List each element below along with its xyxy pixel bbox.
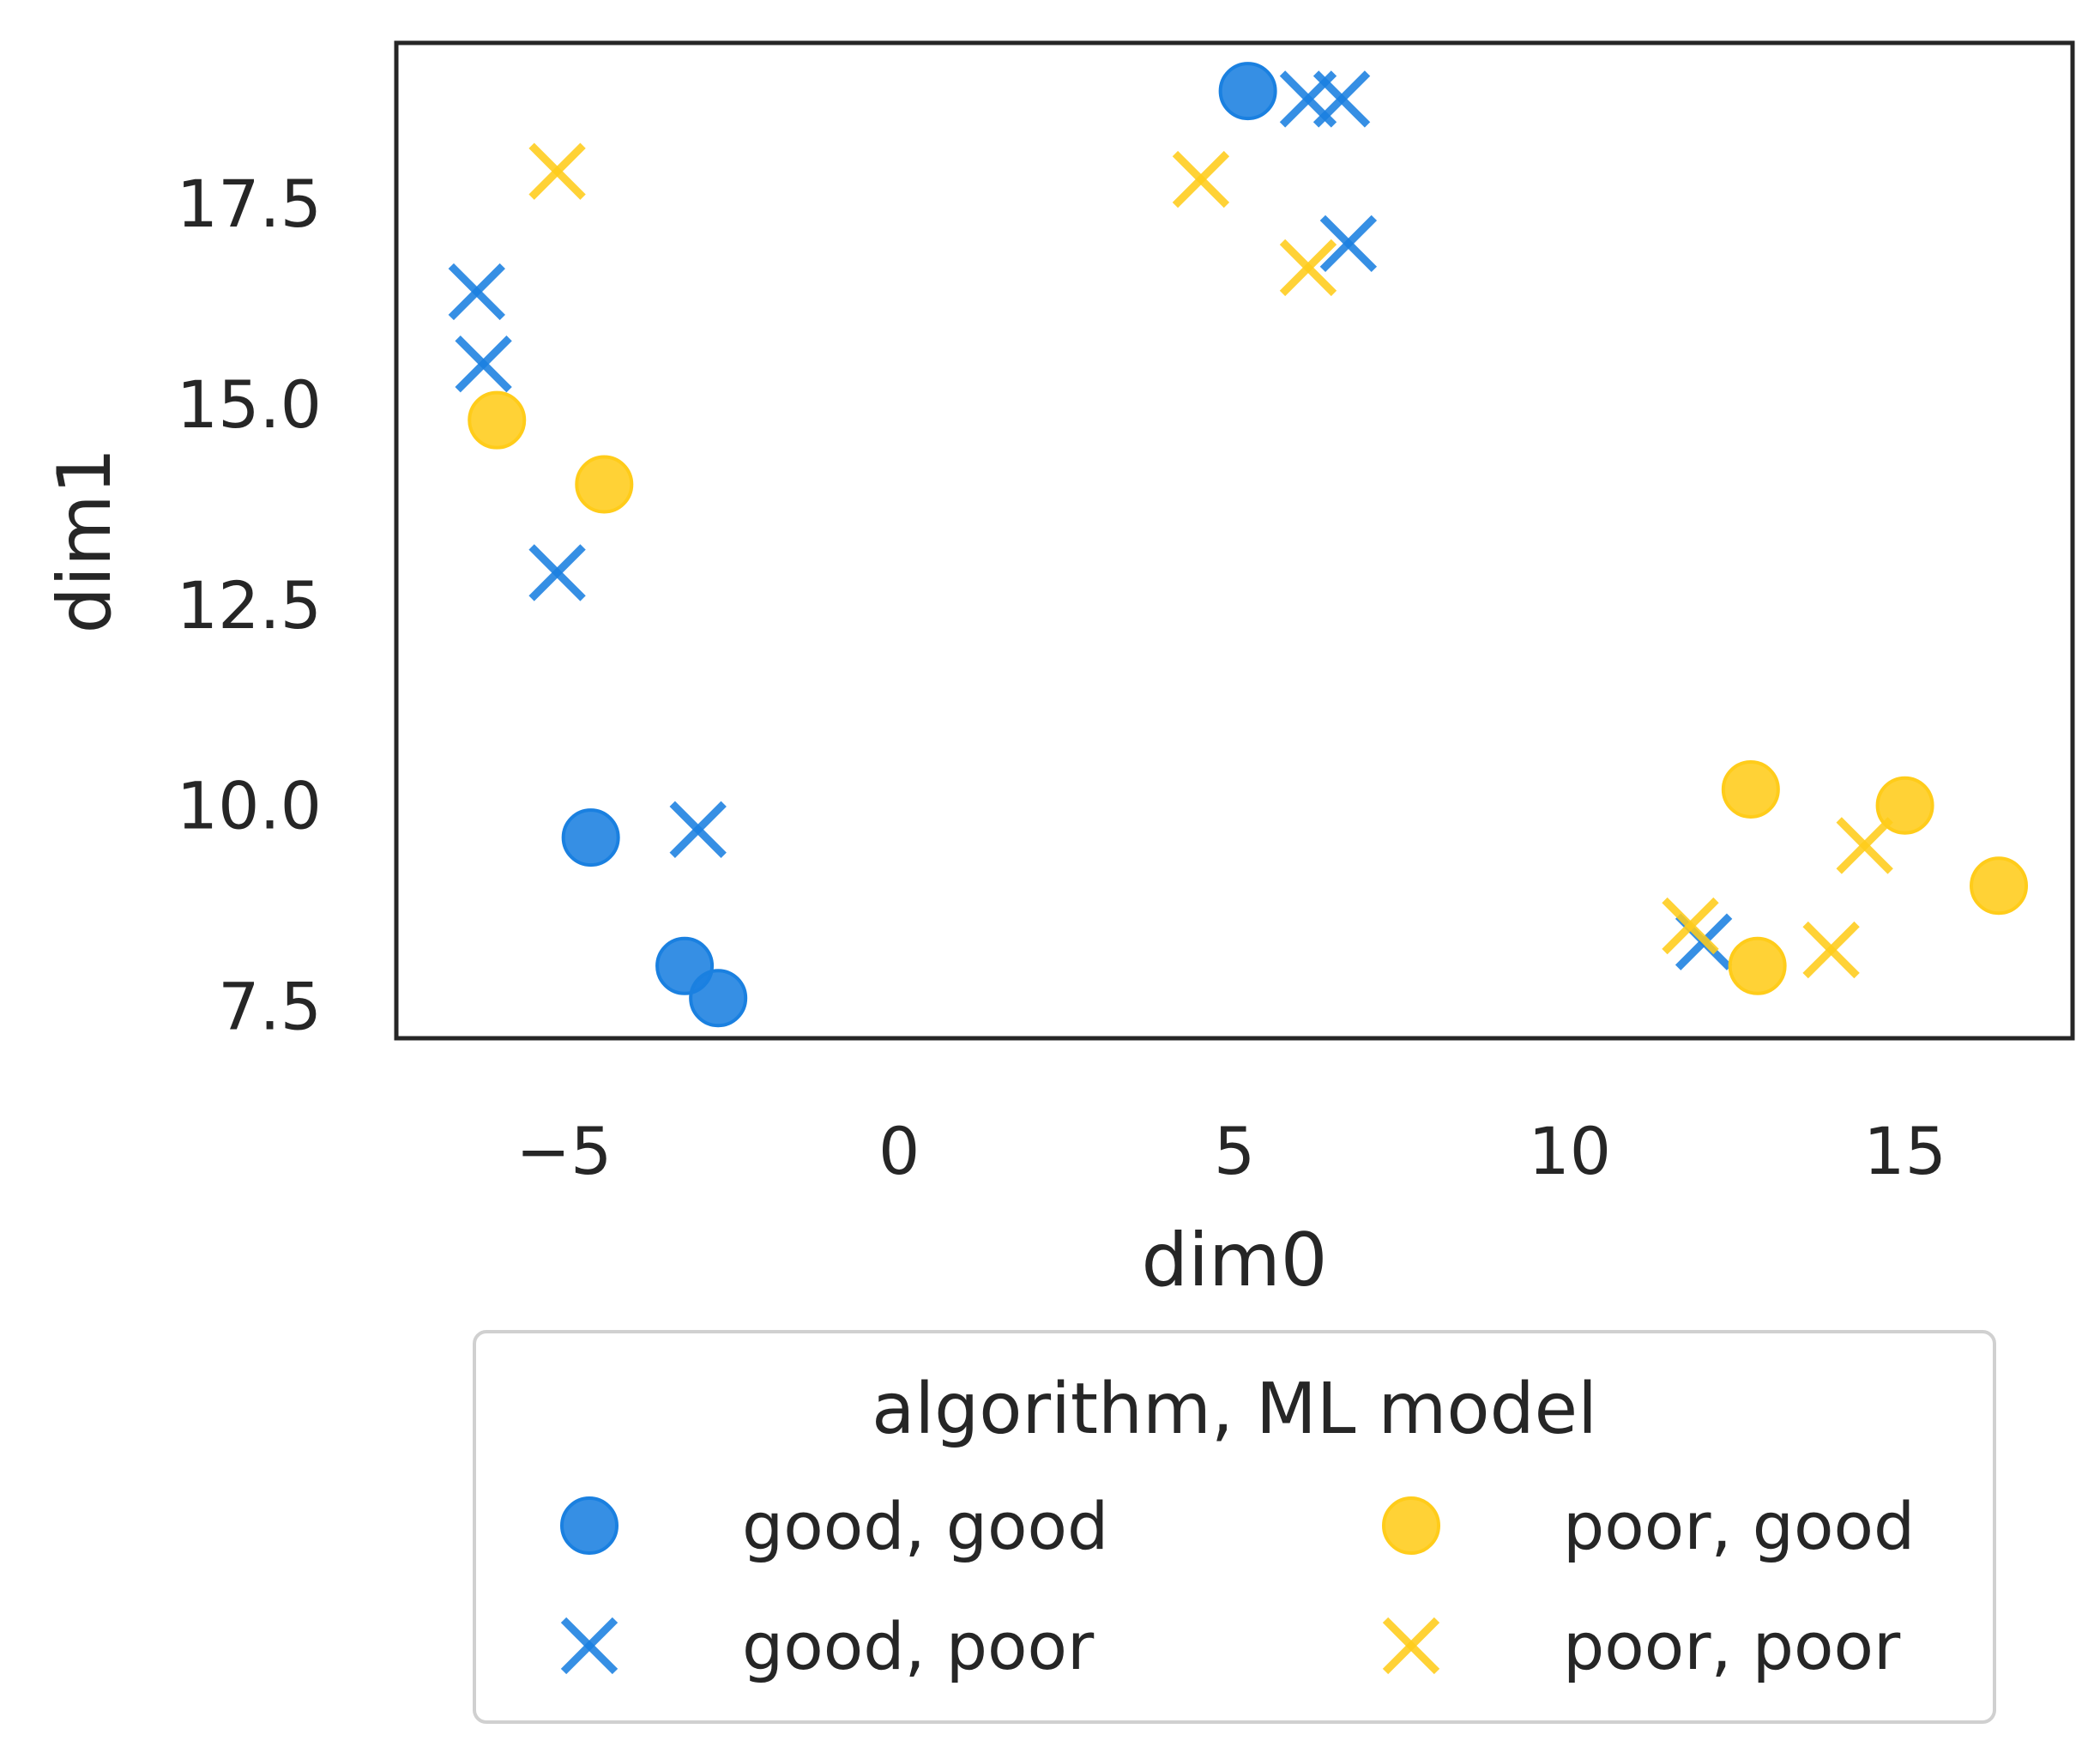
legend-marker	[1382, 1496, 1440, 1555]
data-point	[1172, 150, 1230, 209]
legend-entry-poor-poor: poor, poor	[1382, 1608, 1901, 1684]
x-tick-label: 5	[1214, 1113, 1255, 1189]
data-point	[1721, 760, 1780, 819]
data-point	[455, 335, 512, 393]
x-tick-label: 10	[1528, 1113, 1611, 1189]
series-good-poor	[448, 70, 1733, 970]
data-point	[468, 390, 527, 450]
legend-label: good, good	[742, 1488, 1108, 1564]
y-tick-label: 7.5	[218, 969, 322, 1045]
data-point	[1312, 70, 1371, 128]
legend-box	[473, 1330, 1996, 1724]
x-tick-label: 15	[1863, 1113, 1946, 1189]
data-point	[1279, 239, 1337, 297]
legend: algorithm, ML model good, good good, poor…	[473, 1330, 1996, 1724]
legend-entry-good-poor: good, poor	[560, 1608, 1095, 1684]
data-point	[528, 544, 586, 601]
x-tick-label: −5	[516, 1113, 612, 1189]
data-point	[1875, 776, 1934, 835]
y-axis-label: dim1	[42, 448, 128, 634]
legend-title: algorithm, ML model	[872, 1369, 1597, 1450]
x-tick-label: 0	[878, 1113, 920, 1189]
legend-marker	[560, 1617, 619, 1675]
legend-entry-poor-good: poor, good	[1382, 1488, 1915, 1564]
data-point	[689, 969, 748, 1028]
series-poor-good	[468, 390, 2029, 995]
series-poor-poor	[528, 142, 1893, 979]
data-point	[1218, 62, 1277, 121]
x-axis-ticks: −5 0 5 10 15	[516, 1113, 1946, 1189]
y-axis-ticks: 7.5 10.0 12.5 15.0 17.5	[177, 166, 322, 1044]
legend-entry-good-good: good, good	[560, 1488, 1108, 1564]
points-layer	[448, 62, 2029, 1028]
data-point	[1662, 897, 1719, 955]
y-tick-label: 12.5	[177, 567, 322, 644]
legend-label: good, poor	[742, 1608, 1095, 1684]
y-tick-label: 10.0	[177, 768, 322, 844]
series-good-good	[561, 62, 1277, 1028]
y-tick-label: 15.0	[177, 366, 322, 443]
data-point	[1802, 921, 1860, 979]
data-point	[561, 808, 620, 867]
legend-marker	[1382, 1617, 1440, 1675]
data-point	[1970, 856, 2029, 916]
legend-label: poor, poor	[1563, 1608, 1901, 1684]
plot-frame	[394, 40, 2075, 1041]
data-point	[669, 801, 727, 858]
data-point	[1319, 215, 1378, 273]
data-point	[1836, 817, 1893, 874]
legend-marker	[560, 1496, 619, 1555]
y-tick-label: 17.5	[177, 166, 322, 242]
data-point	[528, 142, 586, 200]
data-point	[575, 455, 634, 514]
data-point	[448, 263, 505, 321]
legend-entries: good, good good, poor poor, good poor, poor	[560, 1488, 1915, 1684]
data-point	[1728, 936, 1787, 995]
x-axis-label: dim0	[1142, 1218, 1328, 1303]
legend-label: poor, good	[1563, 1488, 1915, 1564]
